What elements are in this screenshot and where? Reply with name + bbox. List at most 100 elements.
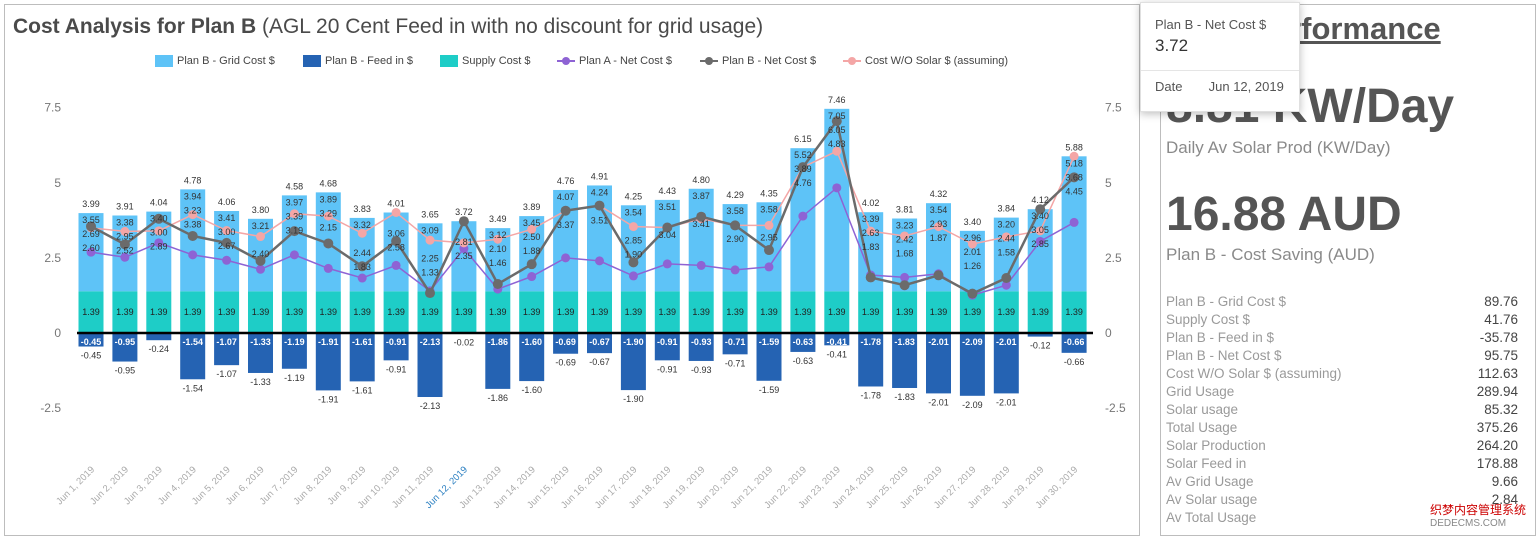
stat-row: Cost W/O Solar $ (assuming) 112.63 xyxy=(1166,366,1518,384)
stat-label: Grid Usage xyxy=(1166,384,1235,399)
data-label-feed-in-inside: -2.01 xyxy=(996,337,1017,347)
data-label-upper: 3.45 xyxy=(523,218,541,228)
bar-feed-in xyxy=(790,333,816,352)
data-label-total: 3.65 xyxy=(421,209,439,219)
data-label-feed-in-inside: -0.45 xyxy=(81,337,102,347)
data-label-lower: 1.46 xyxy=(489,258,507,268)
data-label-lower: 4.83 xyxy=(828,139,846,149)
data-label-feed-in-inside: -2.13 xyxy=(420,337,441,347)
stat-row: Av Solar usage 2.84 xyxy=(1166,492,1518,510)
data-label-feed-in-below: -0.91 xyxy=(386,364,407,374)
data-label-feed-in-below: -1.33 xyxy=(250,377,271,387)
legend-item[interactable]: Plan B - Feed in $ xyxy=(303,55,413,68)
plan-a-net-cost-point xyxy=(86,247,96,257)
data-label-lower: 2.35 xyxy=(455,251,473,261)
data-label-lower: 2.40 xyxy=(252,249,270,259)
data-label-bottom: 1.33 xyxy=(421,267,439,277)
data-label-total: 4.35 xyxy=(760,188,778,198)
bar-feed-in xyxy=(553,333,579,354)
plan-b-net-cost-point xyxy=(1035,204,1046,215)
plan-b-net-cost-point xyxy=(797,162,808,173)
data-label-supply: 1.39 xyxy=(591,307,609,317)
stats-table: Plan B - Grid Cost $ 89.76 Supply Cost $ 41… xyxy=(1166,294,1518,528)
bar-grid-cost xyxy=(1027,209,1053,292)
cost-without-solar-point xyxy=(527,224,537,234)
data-label-supply: 1.39 xyxy=(726,307,744,317)
bar-supply-cost xyxy=(417,291,443,333)
bar-supply-cost xyxy=(620,291,646,333)
data-label-upper: 3.23 xyxy=(896,221,914,231)
data-label-lower: 1.88 xyxy=(523,246,541,256)
bar-feed-in xyxy=(485,333,511,389)
data-label-lower: 2.15 xyxy=(320,222,338,232)
cost-without-solar-point xyxy=(357,228,367,238)
plan-a-net-cost-point xyxy=(662,259,672,269)
data-label-upper: 3.54 xyxy=(625,207,643,217)
data-label-total: 3.91 xyxy=(116,202,134,212)
bar-feed-in xyxy=(146,333,172,341)
data-label-supply: 1.39 xyxy=(692,307,710,317)
plan-a-net-cost-line xyxy=(90,186,1075,296)
plan-b-net-cost-point xyxy=(357,261,368,272)
cost-without-solar-point xyxy=(1001,232,1011,242)
data-label-total: 4.91 xyxy=(591,171,609,181)
data-label-supply: 1.39 xyxy=(286,307,304,317)
stat-label: Plan B - Feed in $ xyxy=(1166,330,1275,345)
plan-a-net-cost-point xyxy=(256,264,265,274)
data-label-upper: 3.20 xyxy=(998,220,1016,230)
legend-item[interactable]: Supply Cost $ xyxy=(440,55,531,68)
cost-chart[interactable]: -2.5 -2.5 0 0 2.5 2.5 5 5 7.5 7.5 3.99 3.55 2.69 2.60… xyxy=(5,5,1141,537)
bar-feed-in xyxy=(587,333,612,354)
cost-without-solar-point xyxy=(832,146,842,156)
data-label-upper: 3.09 xyxy=(421,225,439,235)
plan-b-net-cost-point xyxy=(323,238,334,249)
legend-item[interactable]: Plan A - Net Cost $ xyxy=(557,55,672,67)
plan-b-net-cost-point xyxy=(933,270,944,281)
data-label-upper: 3.41 xyxy=(218,213,236,223)
data-label-feed-in-inside: -0.93 xyxy=(691,337,712,347)
plan-b-net-cost-point xyxy=(221,237,232,248)
data-label-feed-in-below: -1.54 xyxy=(182,383,203,393)
bar-supply-cost xyxy=(1061,291,1087,333)
legend-label: Cost W/O Solar $ (assuming) xyxy=(865,55,1009,67)
data-label-total: 4.04 xyxy=(150,198,168,208)
cost-without-solar-point xyxy=(391,207,401,217)
bar-supply-cost xyxy=(180,291,206,333)
cost-without-solar-point xyxy=(1035,226,1045,236)
legend-swatch xyxy=(557,55,575,67)
data-label-feed-in-below: -1.78 xyxy=(860,390,881,400)
data-label-feed-in-below: -0.67 xyxy=(589,357,610,367)
legend-item[interactable]: Cost W/O Solar $ (assuming) xyxy=(843,55,1008,67)
bar-supply-cost xyxy=(587,291,612,333)
legend-label: Supply Cost $ xyxy=(462,55,531,67)
plan-a-net-cost-point xyxy=(595,256,604,266)
data-label-feed-in-below: -2.09 xyxy=(962,400,983,410)
chart-panel: -2.5 -2.5 0 0 2.5 2.5 5 5 7.5 7.5 3.99 3.55 2.69 2.60… xyxy=(4,4,1140,536)
plan-a-net-cost-point xyxy=(628,271,638,281)
bar-supply-cost xyxy=(654,291,680,333)
data-label-lower: 2.44 xyxy=(353,248,371,258)
plan-b-net-cost-point xyxy=(187,230,198,241)
plan-a-net-cost-point xyxy=(222,255,232,265)
data-label-middle: 2.44 xyxy=(998,234,1016,244)
bar-feed-in xyxy=(654,333,680,361)
stat-label: Solar Feed in xyxy=(1166,456,1247,471)
bar-feed-in xyxy=(1027,333,1053,337)
data-label-total: 4.25 xyxy=(625,191,643,201)
stat-row: Av Total Usage xyxy=(1166,510,1518,528)
plan-b-net-cost-line xyxy=(90,118,1075,296)
data-label-middle: 3.00 xyxy=(150,228,168,238)
data-label-upper: 3.58 xyxy=(760,204,778,214)
bar-grid-cost xyxy=(214,210,240,292)
data-label-upper: 5.18 xyxy=(1065,158,1083,168)
cost-without-solar-point xyxy=(425,235,435,245)
bar-feed-in xyxy=(858,333,884,387)
legend-item[interactable]: Plan B - Grid Cost $ xyxy=(155,55,275,68)
stat-row: Grid Usage 289.94 xyxy=(1166,384,1518,402)
legend-item[interactable]: Plan B - Net Cost $ xyxy=(700,55,816,67)
legend-label: Plan B - Grid Cost $ xyxy=(177,55,275,67)
stat-value: 289.94 xyxy=(1476,384,1518,399)
data-label-total: 4.78 xyxy=(184,175,202,185)
data-label-feed-in-below: -2.01 xyxy=(996,397,1017,407)
data-label-lower: 3.51 xyxy=(591,215,609,225)
